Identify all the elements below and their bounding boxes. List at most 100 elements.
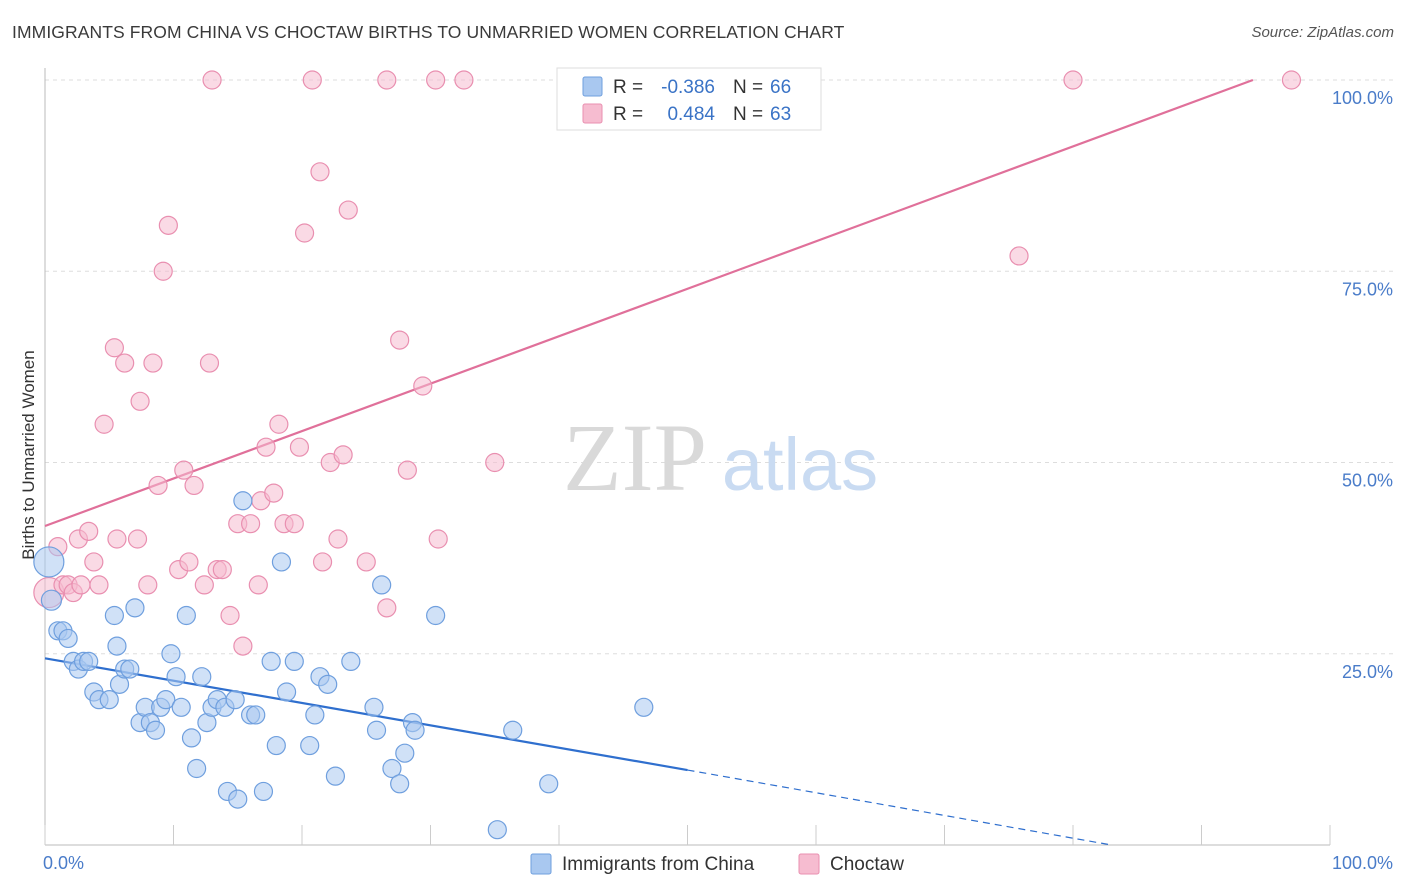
point-china [341, 651, 361, 672]
point-choctaw [174, 460, 194, 480]
point-choctaw [269, 414, 289, 434]
point-choctaw [158, 215, 178, 235]
point-choctaw [71, 575, 91, 595]
point-china [271, 552, 292, 572]
y-tick-label: 100.0% [1332, 88, 1393, 108]
point-china [125, 598, 145, 618]
point-china [187, 758, 207, 779]
point-china [166, 667, 186, 687]
point-choctaw [194, 575, 214, 595]
y-tick-labels: 25.0% 50.0% 75.0% 100.0% [1332, 88, 1393, 682]
point-choctaw [104, 338, 124, 358]
point-choctaw [1009, 246, 1029, 266]
point-choctaw [84, 552, 104, 572]
y-tick-label: 50.0% [1342, 471, 1393, 491]
point-china [366, 720, 387, 740]
legend-swatch-choctaw [582, 103, 603, 124]
point-choctaw [153, 261, 173, 281]
point-china [58, 628, 78, 649]
point-choctaw [377, 598, 397, 618]
trend-lines [44, 78, 1254, 846]
point-choctaw [390, 330, 410, 350]
point-china [503, 720, 523, 740]
point-choctaw [426, 70, 446, 90]
point-china [634, 697, 654, 717]
point-china [284, 651, 304, 672]
point-china [364, 697, 384, 717]
point-choctaw [302, 70, 322, 90]
legend-n-value-china: 66 [770, 77, 791, 98]
point-choctaw [377, 70, 397, 90]
point-china [300, 735, 320, 756]
point-china [390, 774, 410, 794]
trend-line-choctaw [44, 78, 1254, 528]
point-china [33, 546, 65, 578]
legend-bottom: Immigrants from China Choctaw [530, 853, 904, 875]
point-china [161, 644, 181, 664]
point-china [253, 781, 274, 802]
point-choctaw [284, 514, 304, 534]
legend-top: R = -0.386 N = 66 R = 0.484 N = 63 [556, 67, 822, 131]
legend-r-value-choctaw: 0.484 [667, 104, 715, 125]
point-choctaw [1281, 70, 1302, 90]
point-choctaw [338, 200, 358, 220]
grid-lines [45, 79, 1393, 655]
point-china [99, 690, 119, 710]
point-china [176, 605, 196, 626]
point-choctaw [233, 636, 253, 656]
point-china [233, 491, 253, 511]
y-axis-label: Births to Unmarried Women [19, 350, 38, 559]
axes [44, 68, 1331, 846]
point-china [318, 674, 338, 694]
point-choctaw [397, 460, 417, 480]
legend-r-label-choctaw: R = [613, 104, 643, 125]
watermark-atlas: atlas [722, 423, 878, 506]
point-choctaw [1063, 70, 1083, 90]
point-china [192, 667, 212, 687]
point-choctaw [248, 575, 268, 595]
legend-bottom-label-choctaw: Choctaw [830, 854, 904, 875]
y-tick-label: 75.0% [1342, 279, 1393, 299]
legend-bottom-label-china: Immigrants from China [562, 854, 755, 875]
point-choctaw [130, 391, 150, 411]
point-choctaw [289, 437, 310, 457]
point-choctaw [333, 445, 353, 465]
point-choctaw [212, 559, 232, 580]
point-choctaw [107, 529, 127, 549]
point-choctaw [310, 162, 330, 182]
point-china [120, 659, 140, 679]
chart-title: IMMIGRANTS FROM CHINA VS CHOCTAW BIRTHS … [12, 22, 845, 42]
point-choctaw [184, 475, 204, 496]
point-choctaw [428, 529, 448, 549]
point-choctaw [454, 70, 474, 90]
x-tick-label: 100.0% [1332, 853, 1393, 873]
legend-bottom-swatch-china [530, 853, 552, 875]
point-choctaw [79, 521, 99, 541]
point-china [426, 605, 446, 626]
point-china [228, 789, 248, 809]
legend-swatch-china [582, 76, 603, 97]
point-choctaw [220, 605, 240, 626]
watermark-zip: ZIP [563, 404, 707, 511]
legend-r-value-china: -0.386 [661, 77, 715, 98]
point-china [225, 690, 245, 710]
point-china [276, 682, 297, 702]
point-choctaw [94, 414, 114, 434]
point-choctaw [241, 514, 261, 534]
point-choctaw [413, 376, 433, 396]
point-china [246, 705, 266, 725]
point-choctaw [148, 475, 168, 496]
legend-bottom-swatch-choctaw [798, 853, 820, 875]
point-china [487, 820, 507, 840]
trend-line-china [44, 657, 688, 772]
point-china [372, 575, 392, 595]
trend-line-china-extension [687, 769, 1112, 846]
point-china [261, 651, 281, 672]
point-choctaw [294, 223, 315, 243]
legend-n-value-choctaw: 63 [770, 104, 791, 125]
point-china [405, 720, 425, 740]
legend-n-label-choctaw: N = [733, 104, 763, 125]
point-choctaw [485, 452, 505, 473]
x-tick-labels: 0.0% 100.0% [43, 853, 1393, 873]
point-choctaw [179, 552, 199, 572]
